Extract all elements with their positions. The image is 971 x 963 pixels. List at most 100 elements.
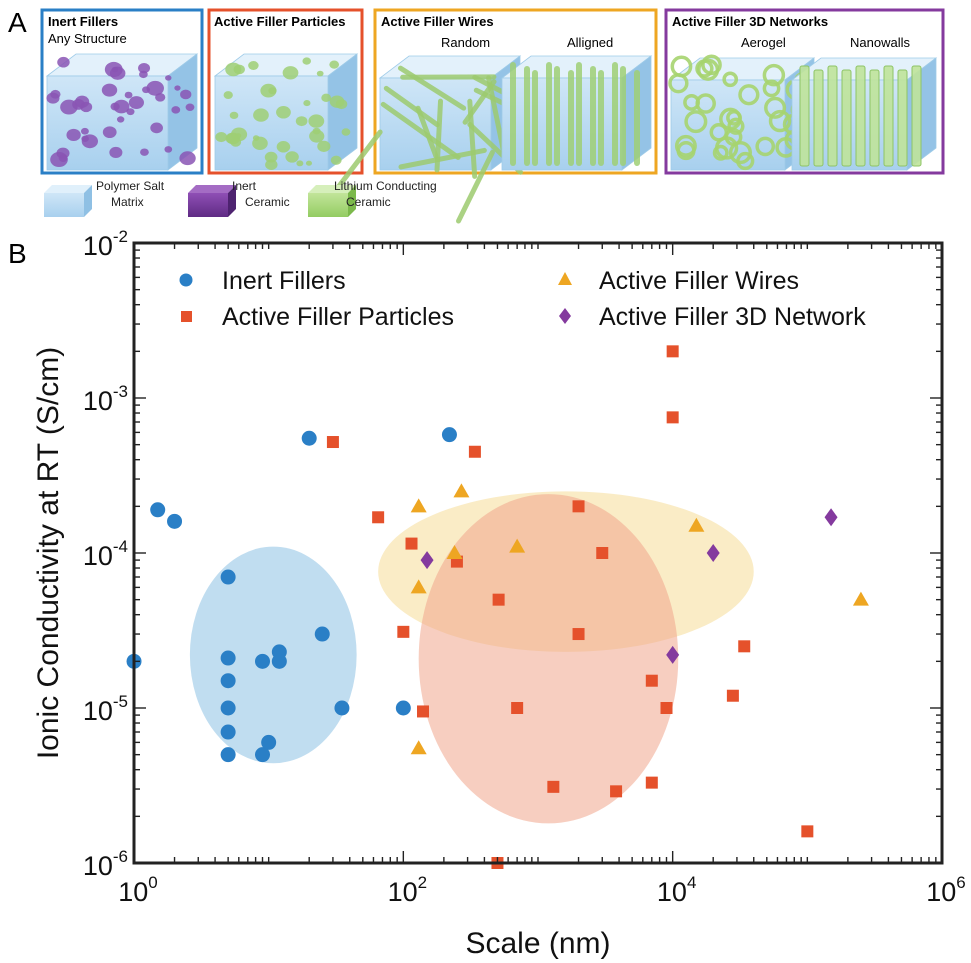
inert-particle (140, 148, 149, 156)
aligned-wire (590, 66, 596, 166)
x-tick-label-base: 10 (657, 877, 687, 907)
nanowall (813, 69, 824, 167)
inert-particle (126, 108, 135, 116)
random-wire (456, 149, 495, 224)
y-tick-label-exp: -3 (113, 382, 128, 401)
nanowall (799, 65, 810, 167)
active-particle (276, 106, 291, 119)
box-inert-fillers-subtitle: Any Structure (48, 31, 127, 46)
active-particle (296, 160, 304, 167)
point-active-filler-particles (738, 640, 751, 653)
active-particle (229, 111, 239, 120)
active-particle (341, 128, 351, 136)
point-active-filler-particles (547, 780, 560, 793)
box-3d-networks-title: Active Filler 3D Networks (672, 14, 828, 29)
x-tick-label: 102 (388, 873, 428, 907)
cube-inert-fillers (45, 53, 199, 171)
x-tick-label-exp: 2 (418, 873, 427, 892)
point-active-filler-wires (688, 517, 705, 532)
box-active-particles: Active Filler Particles (207, 8, 364, 175)
legend-inert-line1: Inert (232, 179, 257, 193)
x-tick-label-exp: 6 (956, 873, 965, 892)
inert-particle (80, 127, 89, 135)
inert-particle (109, 66, 126, 80)
inert-ceramic-particles (46, 56, 196, 168)
y-axis-title: Ionic Conductivity at RT (S/cm) (32, 347, 65, 759)
active-particle (302, 57, 312, 65)
point-active-filler-particles (666, 411, 679, 424)
legend-marker-active-wires (558, 272, 572, 285)
box-inert-fillers-title: Inert Fillers (48, 14, 118, 29)
nanowall (869, 69, 880, 167)
active-particle (335, 99, 348, 110)
active-particle (309, 129, 325, 143)
point-active-filler-particles (596, 547, 609, 559)
aligned-wire (510, 62, 516, 166)
point-inert-fillers (255, 747, 271, 763)
aerogel-cell (727, 117, 745, 135)
aerogel-cell (676, 141, 696, 161)
aerogel-cell (709, 123, 729, 142)
point-active-filler-3d-network (666, 645, 680, 664)
active-particle (215, 132, 228, 143)
aerogel-cell (728, 140, 753, 165)
point-active-filler-particles (572, 628, 585, 641)
point-inert-fillers (220, 673, 236, 689)
panel-b-letter: B (8, 238, 27, 269)
legend-marker-inert-fillers (179, 273, 193, 287)
inert-particle (185, 103, 195, 111)
active-particle (330, 155, 342, 165)
aerogel-cell (722, 71, 739, 88)
box-active-wires: Active Filler Wires Random Alligned (328, 8, 658, 224)
inert-particle (171, 106, 181, 114)
point-active-filler-wires (453, 483, 470, 498)
plot-frame (132, 241, 944, 865)
box-inert-fillers: Inert Fillers Any Structure (40, 8, 204, 175)
active-particle (264, 151, 278, 163)
inert-particle (116, 116, 125, 123)
aerogel-cell (683, 93, 701, 111)
nanowalls-network (799, 65, 922, 167)
aerogel-cell (712, 144, 729, 161)
point-inert-fillers (220, 747, 236, 763)
point-active-filler-wires (410, 740, 427, 755)
y-tick-label-base: 10 (83, 851, 113, 881)
legend-polymer-line1: Polymer Salt (96, 179, 165, 193)
y-tick-label-exp: -5 (113, 692, 128, 711)
random-wire (486, 75, 507, 157)
legend-marker-active-particles (181, 311, 192, 322)
aligned-wire (568, 70, 574, 166)
aerogel-cell (701, 54, 722, 76)
legend-entry-active-particles: Active Filler Particles (181, 303, 454, 331)
point-active-filler-3d-network (420, 551, 434, 570)
point-active-filler-particles (572, 500, 585, 513)
point-active-filler-wires (852, 591, 869, 606)
legend-lithium-line2: Ceramic (346, 195, 391, 209)
y-tick-label-base: 10 (83, 696, 113, 726)
sublabel-aerogel: Aerogel (741, 35, 786, 50)
legend-lithium-ceramic: Lithium Conducting Ceramic (308, 179, 437, 217)
box-3d-networks: Active Filler 3D Networks Aerogel Nanowa… (664, 8, 945, 175)
random-wire (462, 79, 497, 125)
aerogel-cell (674, 134, 697, 157)
active-particle (316, 70, 324, 77)
aerogel-cell (755, 136, 776, 157)
aligned-wire (612, 62, 618, 166)
inert-particle (57, 56, 70, 68)
aerogel-cell (762, 79, 781, 98)
aligned-wires (510, 62, 640, 166)
inert-particle (102, 126, 117, 139)
active-particle (303, 100, 311, 107)
point-active-filler-3d-network (824, 508, 838, 527)
random-wire (397, 65, 467, 111)
inert-particle (164, 146, 173, 153)
y-tick-label-base: 10 (83, 541, 113, 571)
active-particle (321, 93, 332, 103)
inert-particle (46, 92, 60, 104)
inert-particle (139, 70, 148, 79)
nanowall (897, 69, 908, 167)
point-active-filler-particles (610, 785, 623, 798)
panel-a-letter: A (8, 7, 27, 38)
